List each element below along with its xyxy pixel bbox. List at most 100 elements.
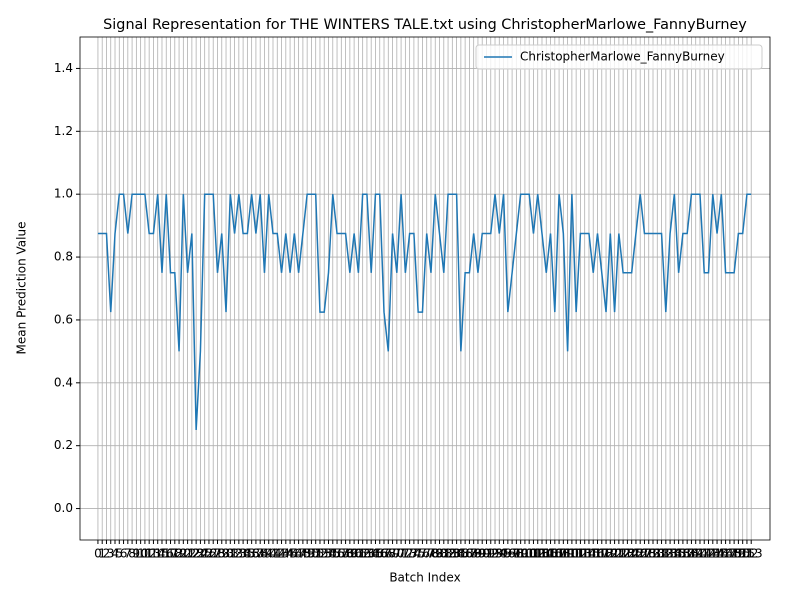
x-tick-label: 37 bbox=[248, 547, 263, 561]
x-tick-label: 75 bbox=[411, 547, 426, 561]
x-tick-label: 49 bbox=[300, 547, 315, 561]
x-tick-label: 98 bbox=[509, 547, 524, 561]
x-tick-label: 20 bbox=[176, 547, 191, 561]
x-tick-label: 88 bbox=[466, 547, 481, 561]
x-tick-label: 15 bbox=[154, 547, 169, 561]
x-tick-label: 117 bbox=[586, 547, 609, 561]
x-tick-label: 125 bbox=[620, 547, 643, 561]
x-tick-label: 71 bbox=[393, 547, 408, 561]
x-tick-label: 144 bbox=[701, 547, 724, 561]
x-tick-label: 23 bbox=[188, 547, 203, 561]
x-tick-label: 103 bbox=[526, 547, 549, 561]
x-tick-label: 148 bbox=[718, 547, 741, 561]
x-tick-label: 147 bbox=[714, 547, 737, 561]
y-tick-label: 0.0 bbox=[54, 501, 73, 515]
x-tick-label: 136 bbox=[667, 547, 690, 561]
x-tick-label: 60 bbox=[346, 547, 361, 561]
x-tick-label: 101 bbox=[518, 547, 541, 561]
x-tick-label: 89 bbox=[470, 547, 485, 561]
x-tick-label: 78 bbox=[423, 547, 438, 561]
x-tick-label: 9 bbox=[133, 547, 141, 561]
x-tick-label: 77 bbox=[419, 547, 434, 561]
x-tick-label: 18 bbox=[167, 547, 182, 561]
x-tick-label: 14 bbox=[150, 547, 165, 561]
x-tick-label: 27 bbox=[206, 547, 221, 561]
x-tick-label: 74 bbox=[406, 547, 421, 561]
x-tick-label: 26 bbox=[201, 547, 216, 561]
x-tick-label: 146 bbox=[710, 547, 733, 561]
x-tick-label: 45 bbox=[282, 547, 297, 561]
x-tick-label: 61 bbox=[351, 547, 366, 561]
x-tick-label: 111 bbox=[560, 547, 583, 561]
x-tick-label: 52 bbox=[312, 547, 327, 561]
x-tick-label: 122 bbox=[607, 547, 630, 561]
x-tick-label: 138 bbox=[676, 547, 699, 561]
x-tick-label: 12 bbox=[142, 547, 157, 561]
x-tick-label: 85 bbox=[453, 547, 468, 561]
x-tick-label: 139 bbox=[680, 547, 703, 561]
x-tick-label: 106 bbox=[539, 547, 562, 561]
x-tick-label: 91 bbox=[479, 547, 494, 561]
x-tick-label: 151 bbox=[731, 547, 754, 561]
x-tick-label: 57 bbox=[334, 547, 349, 561]
x-tick-label: 46 bbox=[287, 547, 302, 561]
x-tick-label: 83 bbox=[445, 547, 460, 561]
y-tick-label: 1.0 bbox=[54, 187, 73, 201]
x-tick-label: 94 bbox=[492, 547, 507, 561]
x-tick-label: 97 bbox=[504, 547, 519, 561]
x-tick-label: 143 bbox=[697, 547, 720, 561]
x-tick-label: 3 bbox=[107, 547, 115, 561]
x-tick-label: 82 bbox=[440, 547, 455, 561]
x-tick-label: 132 bbox=[650, 547, 673, 561]
x-tick-label: 17 bbox=[163, 547, 178, 561]
x-tick-label: 11 bbox=[137, 547, 152, 561]
x-tick-label: 110 bbox=[556, 547, 579, 561]
x-tick-label: 129 bbox=[637, 547, 660, 561]
x-tick-label: 8 bbox=[128, 547, 136, 561]
x-tick-label: 16 bbox=[159, 547, 174, 561]
y-tick-label: 0.2 bbox=[54, 438, 73, 452]
data-line bbox=[97, 193, 752, 431]
chart-title: Signal Representation for THE WINTERS TA… bbox=[103, 17, 747, 33]
x-tick-label: 62 bbox=[355, 547, 370, 561]
y-tick-label: 1.2 bbox=[54, 124, 73, 138]
x-tick-label: 19 bbox=[171, 547, 186, 561]
x-tick-label: 81 bbox=[436, 547, 451, 561]
x-tick-label: 33 bbox=[231, 547, 246, 561]
x-tick-label: 93 bbox=[487, 547, 502, 561]
x-tick-label: 2 bbox=[103, 547, 111, 561]
x-tick-label: 135 bbox=[663, 547, 686, 561]
x-axis-label: Batch Index bbox=[389, 571, 460, 585]
x-tick-label: 38 bbox=[253, 547, 268, 561]
x-tick-label: 63 bbox=[359, 547, 374, 561]
x-tick-label: 123 bbox=[612, 547, 635, 561]
x-tick-label: 40 bbox=[261, 547, 276, 561]
x-tick-label: 80 bbox=[432, 547, 447, 561]
x-tick-label: 70 bbox=[389, 547, 404, 561]
x-tick-label: 92 bbox=[483, 547, 498, 561]
x-tick-label: 105 bbox=[535, 547, 558, 561]
x-tick-label: 79 bbox=[428, 547, 443, 561]
x-tick-label: 10 bbox=[133, 547, 148, 561]
x-tick-label: 90 bbox=[475, 547, 490, 561]
x-tick-label: 140 bbox=[684, 547, 707, 561]
x-tick-label: 13 bbox=[146, 547, 161, 561]
x-tick-label: 34 bbox=[235, 547, 250, 561]
x-tick-label: 108 bbox=[548, 547, 571, 561]
x-tick-label: 131 bbox=[646, 547, 669, 561]
legend-box bbox=[475, 44, 763, 70]
x-tick-label: 150 bbox=[727, 547, 750, 561]
x-tick-label: 96 bbox=[500, 547, 515, 561]
x-tick-label: 127 bbox=[629, 547, 652, 561]
x-tick-label: 116 bbox=[582, 547, 605, 561]
x-tick-label: 50 bbox=[304, 547, 319, 561]
x-tick-label: 137 bbox=[671, 547, 694, 561]
x-tick-label: 1 bbox=[98, 547, 106, 561]
x-tick-label: 42 bbox=[270, 547, 285, 561]
x-tick-label: 100 bbox=[513, 547, 536, 561]
x-tick-label: 51 bbox=[308, 547, 323, 561]
x-tick-label: 102 bbox=[522, 547, 545, 561]
x-tick-label: 76 bbox=[415, 547, 430, 561]
x-tick-label: 114 bbox=[573, 547, 596, 561]
y-axis-label: Mean Prediction Value bbox=[15, 222, 29, 355]
